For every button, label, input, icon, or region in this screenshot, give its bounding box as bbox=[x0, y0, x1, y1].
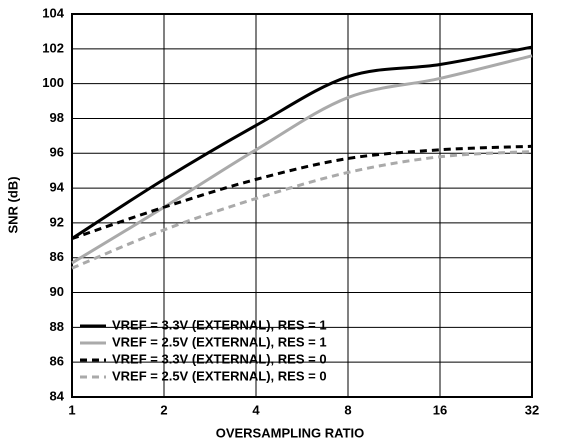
y-tick-label: 86 bbox=[50, 354, 64, 369]
x-tick-label: 4 bbox=[252, 402, 260, 417]
plot-frame bbox=[71, 13, 533, 398]
series-line bbox=[71, 45, 533, 240]
y-axis-label: SNR (dB) bbox=[5, 176, 20, 233]
y-tick-label: 102 bbox=[42, 40, 64, 55]
legend-label: VREF = 3.3V (EXTERNAL), RES = 1 bbox=[112, 317, 327, 332]
x-tick-label: 1 bbox=[68, 402, 75, 417]
y-tick-label: 100 bbox=[42, 75, 64, 90]
y-tick-label: 92 bbox=[50, 214, 64, 229]
x-tick-label: 16 bbox=[433, 402, 447, 417]
x-tick-label: 2 bbox=[160, 402, 167, 417]
legend-label: VREF = 2.5V (EXTERNAL), RES = 0 bbox=[112, 368, 327, 383]
series-line bbox=[71, 144, 533, 240]
legend-label: VREF = 3.3V (EXTERNAL), RES = 0 bbox=[112, 351, 327, 366]
y-tick-label: 84 bbox=[50, 388, 65, 403]
y-tick-label: 96 bbox=[50, 145, 64, 160]
y-tick-label: 104 bbox=[42, 5, 64, 20]
series-line bbox=[71, 54, 533, 265]
x-tick-label: 8 bbox=[344, 402, 351, 417]
x-tick-label: 32 bbox=[525, 402, 539, 417]
y-tick-label: 94 bbox=[50, 180, 65, 195]
y-tick-label: 88 bbox=[50, 319, 64, 334]
y-tick-label: 86 bbox=[50, 249, 64, 264]
x-axis-label: OVERSAMPLING RATIO bbox=[216, 425, 365, 440]
y-tick-label: 98 bbox=[50, 110, 64, 125]
y-tick-label: 90 bbox=[50, 284, 64, 299]
series-line bbox=[71, 150, 533, 270]
legend-label: VREF = 2.5V (EXTERNAL), RES = 1 bbox=[112, 334, 327, 349]
